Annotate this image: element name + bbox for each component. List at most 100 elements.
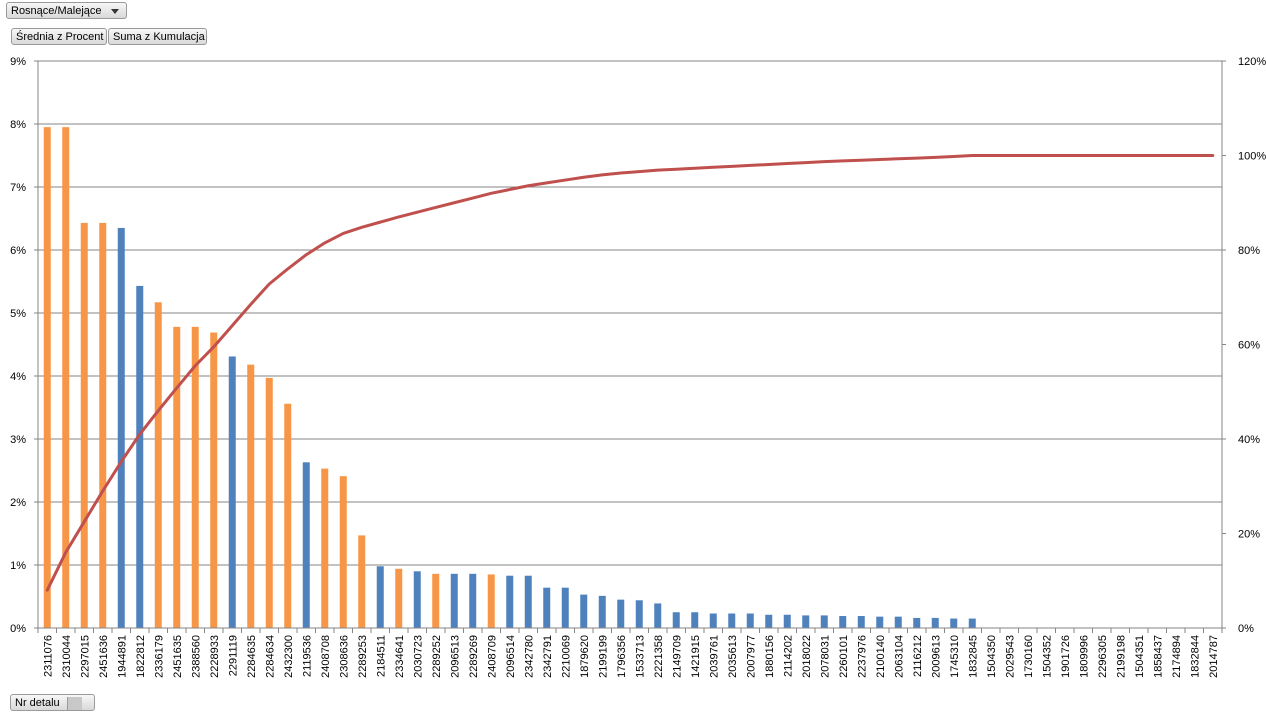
x-tick-label: 2184511 xyxy=(375,635,387,677)
bar-2035613 xyxy=(728,613,736,628)
y2-tick-label: 80% xyxy=(1238,245,1260,257)
bar-2311076 xyxy=(43,127,51,629)
bar-2039761 xyxy=(709,613,717,628)
y2-tick-label: 120% xyxy=(1238,56,1266,68)
bar-2342791 xyxy=(543,587,551,628)
x-tick-label: 2284634 xyxy=(264,635,276,678)
x-tick-label: 1944891 xyxy=(116,635,128,678)
x-tick-label: 2228933 xyxy=(209,635,221,678)
x-tick-label: 1880156 xyxy=(764,635,776,678)
y-tick-label: 7% xyxy=(10,182,26,194)
x-tick-label: 2116212 xyxy=(912,635,924,677)
x-tick-label: 2119536 xyxy=(301,635,313,677)
x-tick-label: 2007977 xyxy=(745,635,757,678)
bar-2199199 xyxy=(598,595,606,628)
y2-tick-label: 0% xyxy=(1238,623,1254,635)
bar-2018022 xyxy=(802,615,810,628)
y-tick-label: 1% xyxy=(10,560,26,572)
x-tick-label: 2018022 xyxy=(801,635,813,678)
x-tick-label: 2311076 xyxy=(42,635,54,677)
x-tick-label: 2096514 xyxy=(505,635,517,678)
value-field-button-sum-cumulative[interactable]: Suma z Kumulacja xyxy=(108,28,207,45)
x-tick-label: 2289269 xyxy=(468,635,480,678)
sort-filter-button[interactable]: Rosnące/Malejące xyxy=(6,2,127,19)
x-tick-label: 2284635 xyxy=(246,635,258,678)
bar-2116212 xyxy=(913,617,921,628)
bar-2289252 xyxy=(432,573,440,628)
value-field-label-sum-cumulative: Suma z Kumulacja xyxy=(113,31,205,43)
y-tick-label: 4% xyxy=(10,371,26,383)
bar-2096513 xyxy=(450,573,458,628)
bar-2119536 xyxy=(302,462,310,628)
x-tick-label: 1421915 xyxy=(690,635,702,678)
cumulative-line xyxy=(45,154,1215,592)
x-tick-label: 2451636 xyxy=(98,635,110,678)
bar-2063104 xyxy=(894,616,902,628)
x-tick-label: 2334641 xyxy=(394,635,406,678)
x-tick-label: 1809996 xyxy=(1078,635,1090,678)
sort-filter-label: Rosnące/Malejące xyxy=(11,5,102,17)
x-tick-label: 2408709 xyxy=(486,635,498,678)
bar-2451636 xyxy=(99,222,107,628)
x-tick-label: 2199199 xyxy=(597,635,609,678)
x-tick-label: 2221358 xyxy=(653,635,665,678)
bar-2228933 xyxy=(210,332,218,628)
x-tick-label: 2149709 xyxy=(671,635,683,678)
axes xyxy=(34,60,1226,633)
y-tick-label: 8% xyxy=(10,119,26,131)
x-tick-label: 1504350 xyxy=(986,635,998,678)
bar-2284635 xyxy=(247,364,255,628)
x-tick-label: 2388560 xyxy=(190,635,202,678)
bar-2297015 xyxy=(80,222,88,628)
x-tick-label: 2009613 xyxy=(930,635,942,678)
axis-field-filter-button[interactable]: Nr detalu xyxy=(10,694,95,711)
bar-2408708 xyxy=(321,468,329,628)
y-tick-label: 3% xyxy=(10,434,26,446)
bar-2096514 xyxy=(506,575,514,628)
bar-2289253 xyxy=(358,535,366,628)
y-tick-label: 9% xyxy=(10,56,26,68)
bar-2336179 xyxy=(154,302,162,628)
x-tick-label: 2078031 xyxy=(819,635,831,678)
x-tick-label: 2432300 xyxy=(283,635,295,678)
y2-tick-label: 20% xyxy=(1238,529,1260,541)
x-axis-category-labels: 2311076 2310044 2297015 2451636 1944891 18228… xyxy=(42,635,1220,678)
bar-1879620 xyxy=(580,594,588,628)
value-field-button-average-percent[interactable]: Średnia z Procent xyxy=(11,28,107,45)
cumulative-line-series xyxy=(45,154,1215,592)
x-tick-label: 2342791 xyxy=(542,635,554,678)
bar-2237976 xyxy=(857,616,865,628)
x-tick-label: 2451635 xyxy=(172,635,184,678)
y-tick-label: 0% xyxy=(10,623,26,635)
bar-2114202 xyxy=(783,614,791,628)
bar-2388560 xyxy=(191,326,199,628)
x-tick-label: 2199198 xyxy=(1115,635,1127,678)
x-tick-label: 1832844 xyxy=(1189,635,1201,678)
x-tick-label: 2014787 xyxy=(1208,635,1220,678)
x-tick-label: 1533713 xyxy=(634,635,646,678)
bar-2334641 xyxy=(395,568,403,628)
x-tick-label: 2100140 xyxy=(875,635,887,678)
bar-2284634 xyxy=(265,377,273,628)
bar-2007977 xyxy=(746,613,754,628)
axis-field-label: Nr detalu xyxy=(15,697,60,709)
y-tick-label: 2% xyxy=(10,497,26,509)
x-tick-label: 2029543 xyxy=(1004,635,1016,678)
x-tick-label: 1901726 xyxy=(1060,635,1072,678)
x-tick-label: 1822812 xyxy=(135,635,147,678)
x-tick-label: 1796356 xyxy=(616,635,628,678)
bar-1880156 xyxy=(765,614,773,628)
x-tick-label: 2291119 xyxy=(227,635,239,676)
x-tick-label: 2035613 xyxy=(727,635,739,678)
chevron-down-icon xyxy=(110,8,119,14)
x-tick-label: 1745310 xyxy=(949,635,961,678)
x-tick-label: 1832845 xyxy=(967,635,979,678)
bar-2291119 xyxy=(228,356,236,628)
right-axis-ticks: 0% 20% 40% 60% 80% 100% 120% xyxy=(1238,56,1266,635)
x-tick-label: 2408708 xyxy=(320,635,332,678)
x-tick-label: 2260101 xyxy=(838,635,850,678)
x-tick-label: 2297015 xyxy=(79,635,91,678)
bar-1944891 xyxy=(117,227,125,628)
bar-2184511 xyxy=(376,566,384,628)
